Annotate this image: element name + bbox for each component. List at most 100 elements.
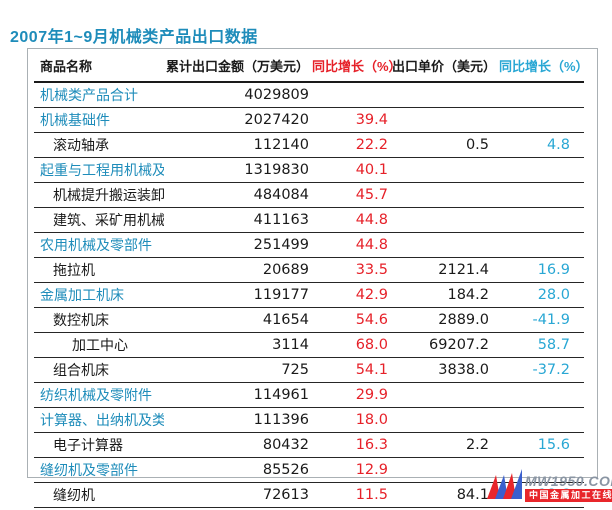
price-growth-cell: 4.8: [498, 132, 584, 158]
yoy-growth-cell: 22.2: [311, 132, 391, 158]
product-name-cell: 纺织机械及零附件: [34, 382, 164, 408]
export-data-table: 商品名称 累计出口金额（万美元） 同比增长（%） 出口单价（美元） 同比增长（%） 机械…: [27, 48, 598, 508]
unit-price-cell: [391, 107, 498, 133]
export-amount-cell: 119177: [164, 282, 311, 308]
price-growth-cell: [498, 157, 584, 183]
table-row: 缝纫机及零部件 85526 12.9: [34, 457, 584, 483]
price-growth-cell: [498, 182, 584, 208]
export-amount-cell: 411163: [164, 207, 311, 233]
table-row: 机械类产品合计 4029809: [34, 82, 584, 108]
table-row: 金属加工机床 119177 42.9 184.2 28.0: [34, 282, 584, 308]
table-row: 起重与工程用机械及其零部件131983040.1: [34, 157, 584, 183]
unit-price-cell: [391, 157, 498, 183]
price-growth-cell: -41.9: [498, 307, 584, 333]
unit-price-cell: 2889.0: [391, 307, 498, 333]
table-row: 纺织机械及零附件 114961 29.9: [34, 382, 584, 408]
price-growth-cell: 58.7: [498, 332, 584, 358]
unit-price-cell: 69207.2: [391, 332, 498, 358]
export-amount-cell: 251499: [164, 232, 311, 258]
export-amount-cell: 3114: [164, 332, 311, 358]
export-amount-cell: 111396: [164, 407, 311, 433]
price-growth-cell: -37.2: [498, 357, 584, 383]
unit-price-cell: [391, 232, 498, 258]
unit-price-cell: 3838.0: [391, 357, 498, 383]
yoy-growth-cell: 44.8: [311, 207, 391, 233]
mw1950-logo-icon: [487, 469, 522, 499]
product-name-cell: 加工中心: [34, 332, 164, 358]
unit-price-cell: [391, 207, 498, 233]
unit-price-cell: [391, 457, 498, 483]
column-header-4: 同比增长（%）: [498, 49, 589, 83]
price-growth-cell: [498, 382, 584, 408]
unit-price-cell: 2.2: [391, 432, 498, 458]
export-amount-cell: 725: [164, 357, 311, 383]
yoy-growth-cell: 16.3: [311, 432, 391, 458]
unit-price-cell: [391, 407, 498, 433]
unit-price-cell: [391, 182, 498, 208]
export-amount-cell: 85526: [164, 457, 311, 483]
yoy-growth-cell: 12.9: [311, 457, 391, 483]
yoy-growth-cell: [311, 82, 391, 108]
unit-price-cell: 0.5: [391, 132, 498, 158]
table-header: 商品名称 累计出口金额（万美元） 同比增长（%） 出口单价（美元） 同比增长（%）: [34, 49, 589, 83]
unit-price-cell: 2121.4: [391, 257, 498, 283]
yoy-growth-cell: 11.5: [311, 482, 391, 508]
site-watermark: MW1950.COM 中国金属加工在线: [487, 466, 612, 502]
table-row: 农用机械及零部件 251499 44.8: [34, 232, 584, 258]
table-row: 电子计算器 80432 16.3 2.2 15.6: [34, 432, 584, 458]
yoy-growth-cell: 29.9: [311, 382, 391, 408]
price-growth-cell: 28.0: [498, 282, 584, 308]
product-name-cell: 起重与工程用机械及其零部件: [34, 157, 164, 183]
unit-price-cell: 184.2: [391, 282, 498, 308]
table-row: 滚动轴承 112140 22.2 0.5 4.8: [34, 132, 584, 158]
yoy-growth-cell: 54.6: [311, 307, 391, 333]
yoy-growth-cell: 39.4: [311, 107, 391, 133]
product-name-cell: 机械类产品合计: [34, 82, 164, 108]
table-header-row: 商品名称 累计出口金额（万美元） 同比增长（%） 出口单价（美元） 同比增长（%）: [34, 49, 589, 83]
product-name-cell: 机械基础件: [34, 107, 164, 133]
product-name-cell: 机械提升搬运装卸设备及零件: [34, 182, 164, 208]
product-name-cell: 缝纫机: [34, 482, 164, 508]
column-header-0: 商品名称: [34, 49, 164, 83]
watermark-caption: 中国金属加工在线: [525, 489, 612, 502]
column-header-1: 累计出口金额（万美元）: [164, 49, 311, 83]
unit-price-cell: 84.1: [391, 482, 498, 508]
yoy-growth-cell: 18.0: [311, 407, 391, 433]
table-row: 组合机床 725 54.1 3838.0 -37.2: [34, 357, 584, 383]
table-row: 数控机床 41654 54.6 2889.0 -41.9: [34, 307, 584, 333]
product-name-cell: 建筑、采矿用机械及零件: [34, 207, 164, 233]
product-name-cell: 电子计算器: [34, 432, 164, 458]
watermark-site-text: MW1950.COM: [525, 473, 612, 489]
column-header-3: 出口单价（美元）: [391, 49, 498, 83]
price-growth-cell: [498, 407, 584, 433]
table-row: 机械提升搬运装卸设备及零件48408445.7: [34, 182, 584, 208]
unit-price-cell: [391, 382, 498, 408]
product-name-cell: 金属加工机床: [34, 282, 164, 308]
export-amount-cell: 112140: [164, 132, 311, 158]
product-name-cell: 缝纫机及零部件: [34, 457, 164, 483]
yoy-growth-cell: 44.8: [311, 232, 391, 258]
price-growth-cell: [498, 82, 584, 108]
export-amount-cell: 484084: [164, 182, 311, 208]
export-amount-cell: 1319830: [164, 157, 311, 183]
price-growth-cell: [498, 107, 584, 133]
yoy-growth-cell: 45.7: [311, 182, 391, 208]
export-amount-cell: 114961: [164, 382, 311, 408]
product-name-cell: 农用机械及零部件: [34, 232, 164, 258]
product-name-cell: 组合机床: [34, 357, 164, 383]
export-amount-cell: 20689: [164, 257, 311, 283]
price-growth-cell: [498, 207, 584, 233]
price-growth-cell: [498, 232, 584, 258]
table-row: 拖拉机 20689 33.5 2121.4 16.9: [34, 257, 584, 283]
export-amount-cell: 41654: [164, 307, 311, 333]
table-row: 加工中心 3114 68.0 69207.2 58.7: [34, 332, 584, 358]
yoy-growth-cell: 68.0: [311, 332, 391, 358]
table-body: 机械类产品合计 4029809 机械基础件 2027420 39.4 滚动轴承 112140…: [34, 82, 584, 508]
page-title: 2007年1~9月机械类产品出口数据: [10, 29, 258, 46]
price-growth-cell: 16.9: [498, 257, 584, 283]
export-amount-cell: 72613: [164, 482, 311, 508]
yoy-growth-cell: 40.1: [311, 157, 391, 183]
product-name-cell: 数控机床: [34, 307, 164, 333]
column-header-2: 同比增长（%）: [311, 49, 402, 83]
